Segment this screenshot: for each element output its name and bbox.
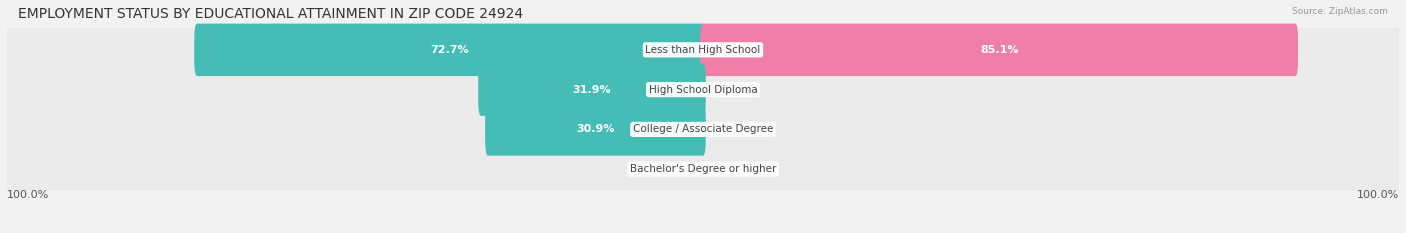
Text: 100.0%: 100.0% [7,190,49,200]
Text: 30.9%: 30.9% [576,124,614,134]
Text: Less than High School: Less than High School [645,45,761,55]
Text: 72.7%: 72.7% [430,45,470,55]
Text: 0.0%: 0.0% [654,164,682,174]
Text: High School Diploma: High School Diploma [648,85,758,95]
FancyBboxPatch shape [700,24,1298,76]
Text: 31.9%: 31.9% [572,85,612,95]
FancyBboxPatch shape [485,103,706,156]
Text: Bachelor's Degree or higher: Bachelor's Degree or higher [630,164,776,174]
FancyBboxPatch shape [1,85,1405,174]
FancyBboxPatch shape [1,125,1405,213]
FancyBboxPatch shape [478,63,706,116]
Text: Source: ZipAtlas.com: Source: ZipAtlas.com [1292,7,1388,16]
Text: EMPLOYMENT STATUS BY EDUCATIONAL ATTAINMENT IN ZIP CODE 24924: EMPLOYMENT STATUS BY EDUCATIONAL ATTAINM… [18,7,523,21]
Text: College / Associate Degree: College / Associate Degree [633,124,773,134]
FancyBboxPatch shape [194,24,706,76]
Text: 0.0%: 0.0% [724,85,752,95]
Text: 85.1%: 85.1% [980,45,1018,55]
FancyBboxPatch shape [1,45,1405,134]
FancyBboxPatch shape [1,6,1405,94]
Text: 100.0%: 100.0% [1357,190,1399,200]
Text: 0.0%: 0.0% [724,124,752,134]
Text: 0.0%: 0.0% [724,164,752,174]
